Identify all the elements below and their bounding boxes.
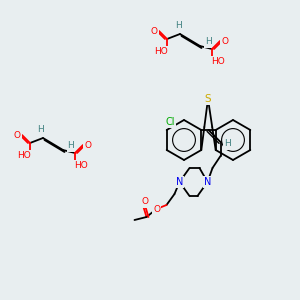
Text: O: O xyxy=(141,197,148,206)
Text: HO: HO xyxy=(74,161,88,170)
Text: N: N xyxy=(204,177,211,187)
Text: N: N xyxy=(176,177,183,187)
Text: HO: HO xyxy=(17,152,31,160)
Text: O: O xyxy=(85,140,92,149)
Text: S: S xyxy=(205,94,211,104)
Text: H: H xyxy=(38,125,44,134)
Text: H: H xyxy=(205,38,212,46)
Text: O: O xyxy=(14,130,20,140)
Text: H: H xyxy=(224,140,231,148)
Text: O: O xyxy=(221,37,229,46)
Text: HO: HO xyxy=(154,47,168,56)
Text: H: H xyxy=(175,22,182,31)
Text: O: O xyxy=(153,205,160,214)
Text: HO: HO xyxy=(211,58,225,67)
Text: Cl: Cl xyxy=(165,117,175,127)
Text: O: O xyxy=(151,26,158,35)
Text: H: H xyxy=(68,142,74,151)
